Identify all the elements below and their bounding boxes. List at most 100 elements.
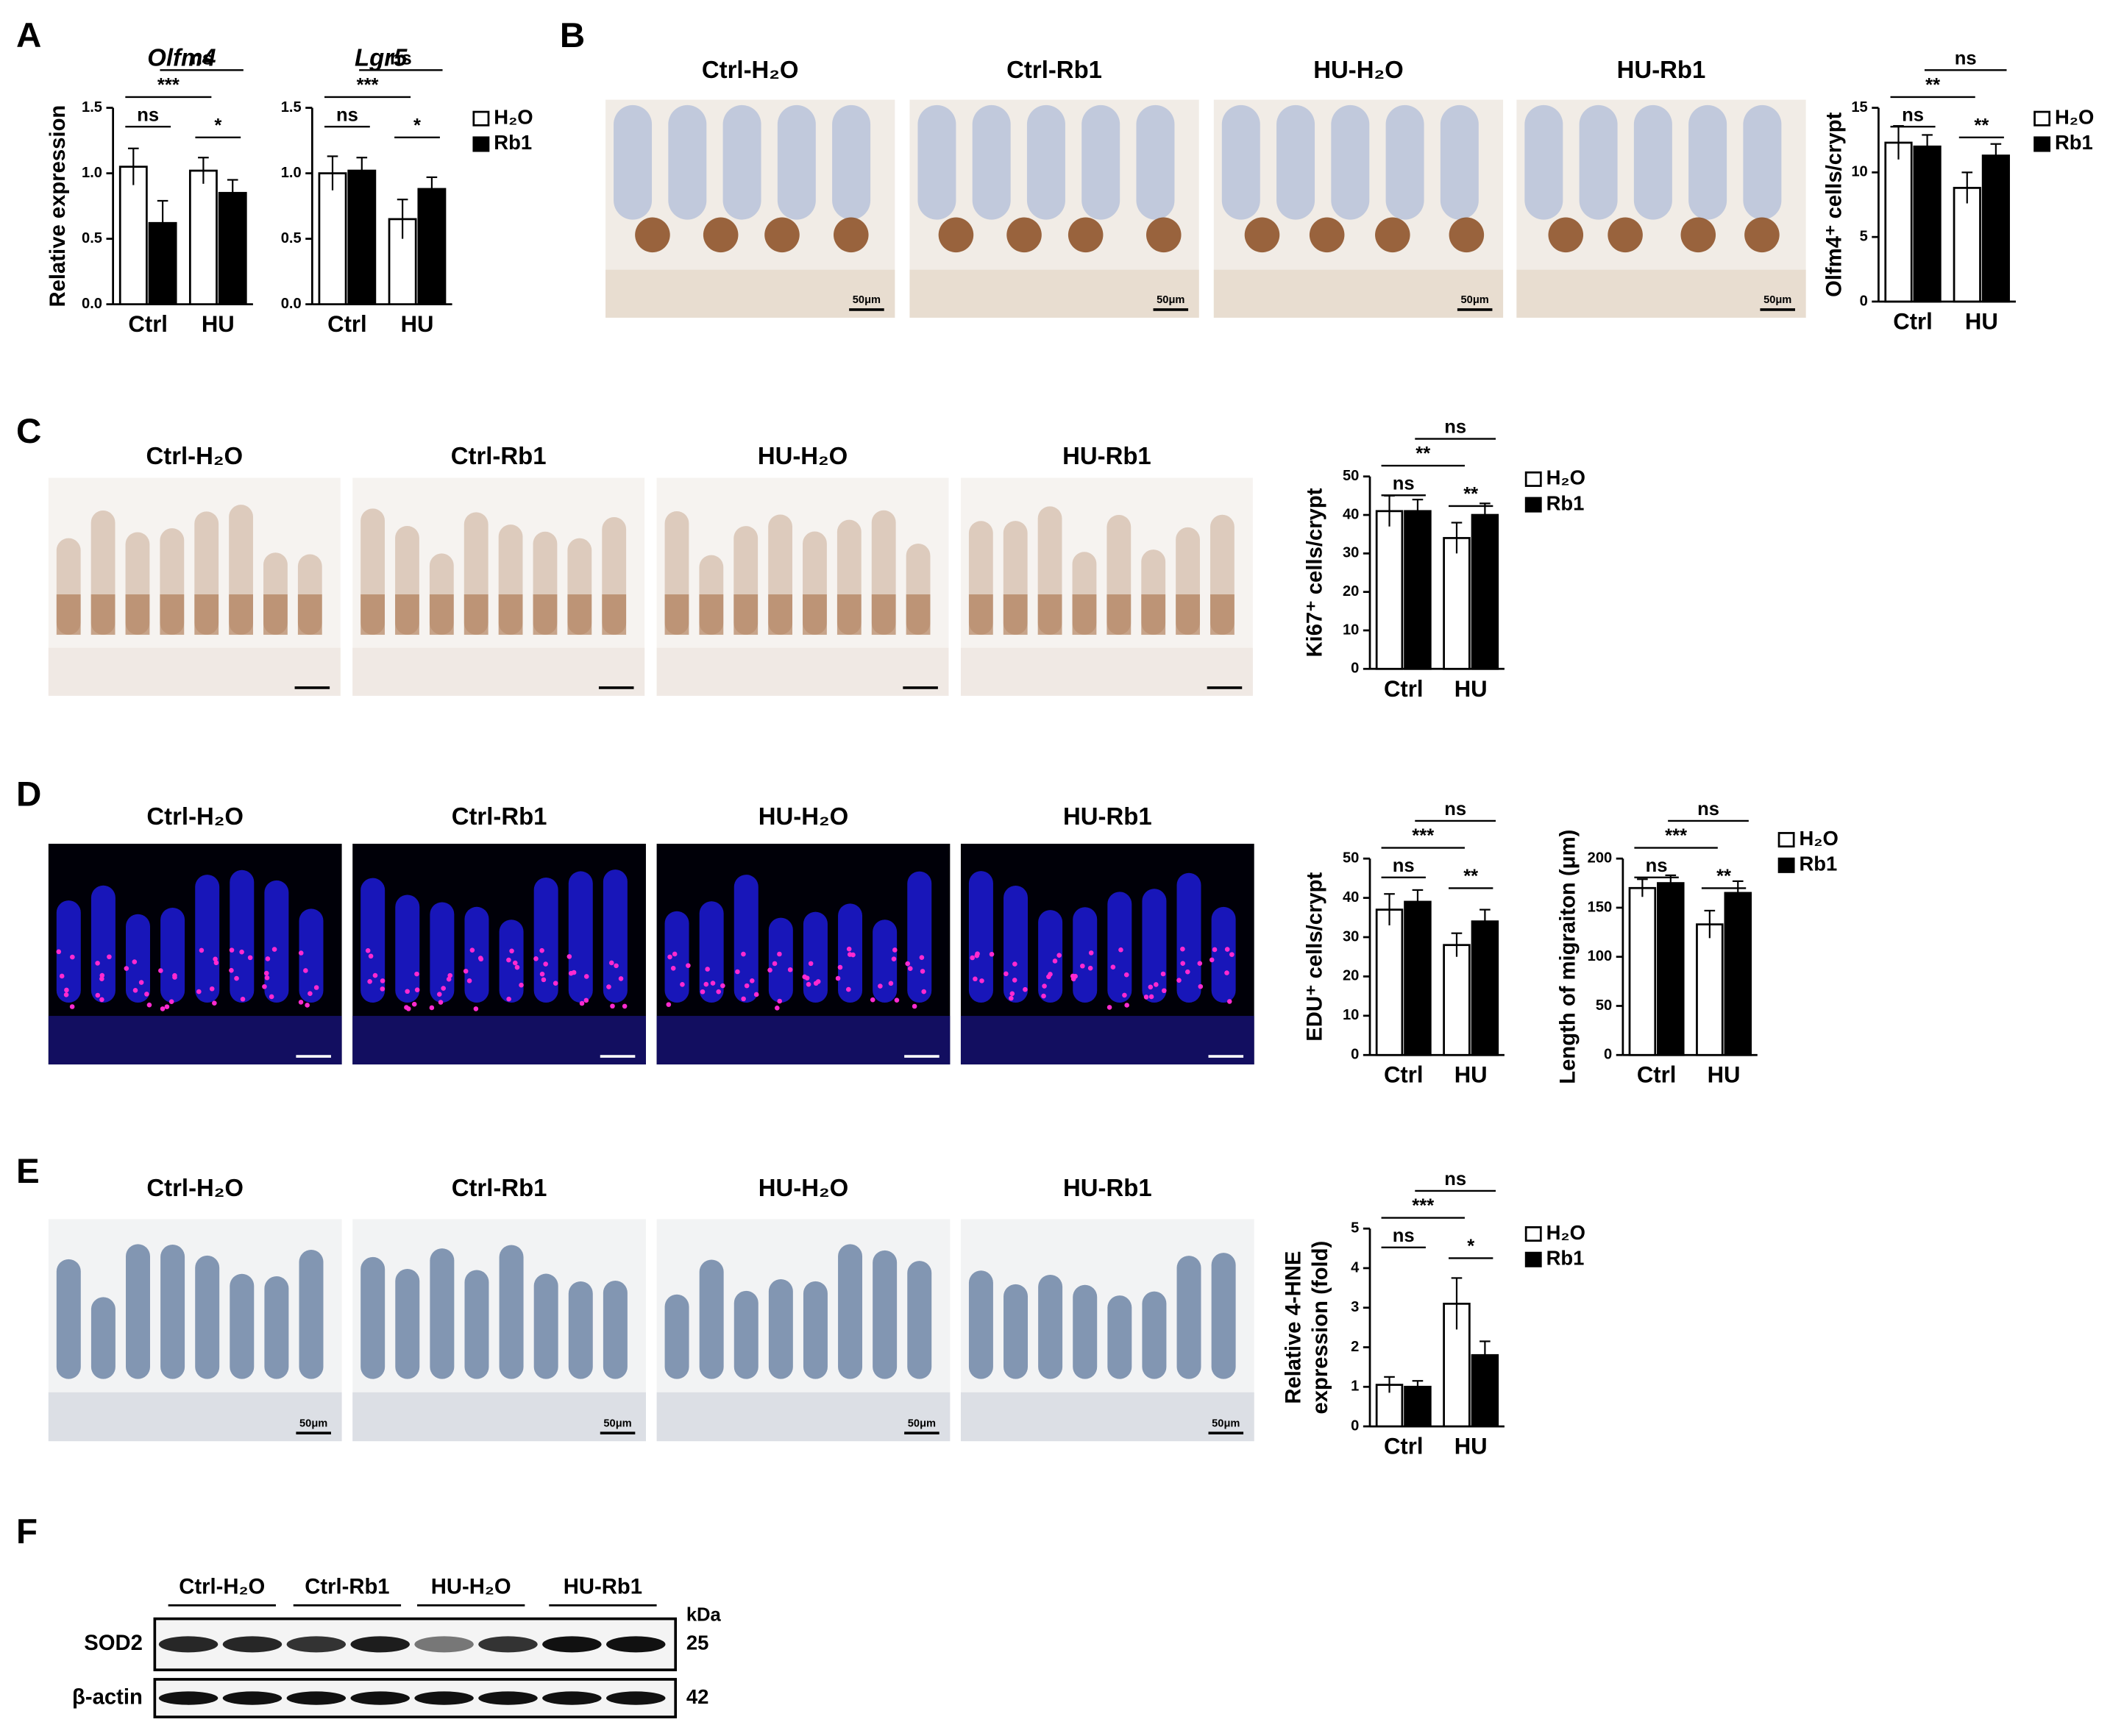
- blot-band: [222, 1691, 283, 1705]
- crypt-stain: [1145, 217, 1182, 253]
- edu-dot: [614, 963, 619, 969]
- edu-dot: [806, 981, 811, 987]
- edu-dot: [808, 961, 814, 967]
- y-tick-label: 0.0: [281, 296, 302, 312]
- villus: [56, 1259, 81, 1379]
- submucosa: [960, 647, 1253, 696]
- error-bar: [397, 199, 408, 239]
- villus: [733, 1290, 759, 1379]
- y-axis-label: Relative expression: [46, 105, 70, 307]
- villus: [1211, 906, 1236, 1003]
- edu-dot: [229, 947, 235, 953]
- edu-dot: [1048, 972, 1053, 977]
- bar: [1913, 145, 1942, 303]
- edu-dot: [1184, 969, 1190, 975]
- edu-dot: [438, 1000, 444, 1005]
- y-tick-label: 0.0: [82, 296, 102, 312]
- micrograph: [909, 99, 1199, 318]
- villus: [1081, 104, 1120, 220]
- edu-dot: [1224, 947, 1230, 952]
- crypt-stain: [1309, 217, 1345, 253]
- submucosa: [352, 1392, 646, 1442]
- edu-dot: [891, 956, 897, 961]
- scale-bar-label: 50μm: [1212, 1417, 1240, 1429]
- edu-dot: [441, 986, 446, 991]
- edu-dot: [209, 986, 215, 992]
- edu-dot: [741, 996, 746, 1002]
- edu-dot: [1226, 999, 1232, 1004]
- villus-base: [1037, 594, 1062, 635]
- significance-label: *: [1467, 1237, 1474, 1257]
- bar: [1628, 886, 1657, 1056]
- edu-dot: [365, 948, 371, 953]
- villus: [777, 104, 816, 220]
- villus: [907, 1261, 932, 1379]
- villus: [722, 104, 761, 220]
- significance-label: ns: [1393, 1225, 1415, 1246]
- villus-base: [602, 594, 627, 635]
- submucosa: [48, 647, 341, 696]
- blot-band: [606, 1636, 666, 1653]
- micrograph-label: Ctrl-H₂O: [146, 442, 243, 469]
- crypt-stain: [764, 217, 800, 253]
- legend-swatch: [2033, 110, 2051, 127]
- edu-dot: [1012, 978, 1017, 983]
- edu-dot: [239, 949, 244, 955]
- villus: [499, 1245, 524, 1379]
- edu-dot: [1198, 983, 1204, 989]
- edu-dot: [539, 947, 544, 953]
- edu-dot: [1180, 946, 1185, 952]
- edu-dot: [213, 960, 219, 966]
- villus-base: [463, 594, 489, 635]
- y-tick-label: 1: [1351, 1379, 1359, 1395]
- panel-letter: C: [16, 412, 41, 451]
- edu-dot: [667, 954, 672, 960]
- edu-dot: [1070, 976, 1076, 982]
- edu-dot: [56, 949, 62, 955]
- y-tick-label: 5: [1860, 228, 1868, 244]
- bar: [1953, 187, 1981, 303]
- y-tick-label: 10: [1343, 1007, 1359, 1023]
- edu-dot: [466, 978, 472, 983]
- legend-swatch: [1524, 1225, 1542, 1242]
- edu-dot: [989, 951, 995, 957]
- edu-dot: [846, 986, 851, 992]
- edu-dot: [99, 972, 105, 978]
- error-bar: [356, 157, 368, 184]
- villus-base: [906, 594, 931, 635]
- villus-base: [1141, 594, 1166, 635]
- significance-label: ns: [1697, 799, 1719, 819]
- bar: [1724, 892, 1752, 1056]
- villus: [803, 1281, 828, 1379]
- edu-dot: [919, 955, 925, 960]
- villus: [1688, 104, 1727, 220]
- edu-dot: [912, 1003, 917, 1009]
- legend-label: H₂O: [1546, 1221, 1585, 1244]
- y-tick-label: 3: [1351, 1299, 1359, 1315]
- y-axis-label: EDU⁺ cells/crypt: [1304, 872, 1327, 1041]
- edu-dot: [813, 981, 819, 986]
- micrograph: [48, 1219, 342, 1442]
- edu-dot: [69, 1004, 75, 1009]
- bar: [1657, 882, 1685, 1056]
- villus: [664, 1294, 689, 1379]
- bar: [1404, 900, 1432, 1056]
- villus: [1142, 889, 1167, 1003]
- bar: [417, 188, 447, 305]
- edu-dot: [199, 947, 205, 953]
- edu-dot: [469, 947, 475, 953]
- submucosa: [48, 1016, 342, 1065]
- villus: [1211, 1253, 1236, 1379]
- villus-base: [699, 594, 724, 635]
- legend-label: H₂O: [2055, 105, 2094, 128]
- edu-dot: [533, 956, 539, 961]
- blot-unit: kDa: [686, 1605, 722, 1626]
- y-tick-label: 1.5: [82, 99, 102, 115]
- edu-dot: [99, 997, 104, 1003]
- edu-dot: [478, 956, 484, 962]
- x-tick-label: Ctrl: [1384, 1434, 1424, 1459]
- significance-label: ns: [137, 104, 159, 125]
- legend-label: H₂O: [494, 105, 533, 128]
- edu-dot: [553, 981, 558, 986]
- x-tick-label: HU: [1454, 1062, 1488, 1088]
